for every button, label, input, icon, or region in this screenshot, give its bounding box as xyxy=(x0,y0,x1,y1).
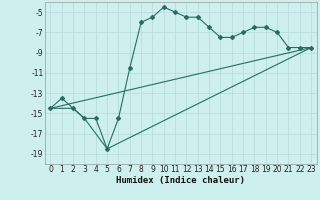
X-axis label: Humidex (Indice chaleur): Humidex (Indice chaleur) xyxy=(116,176,245,185)
